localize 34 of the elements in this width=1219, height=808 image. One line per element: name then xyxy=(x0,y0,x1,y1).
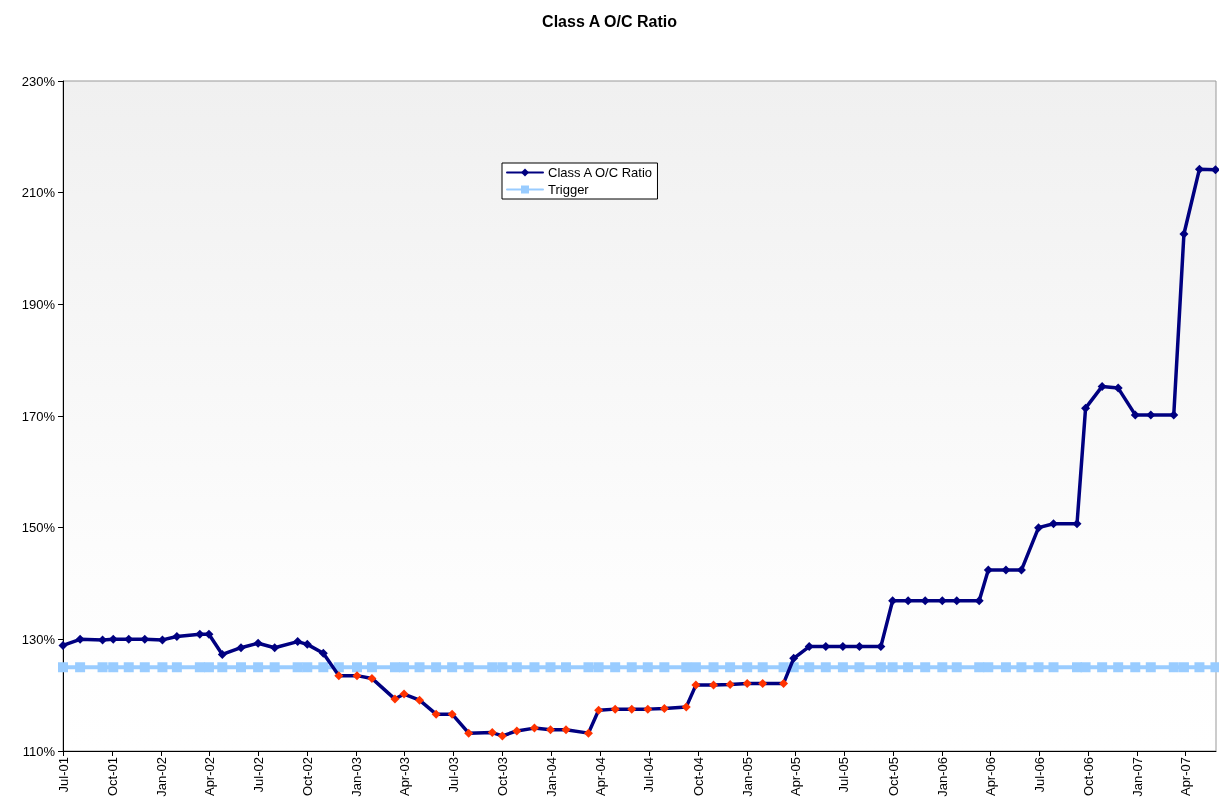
y-tick-label: 170% xyxy=(21,408,56,424)
x-tick-label: Oct-05 xyxy=(885,757,901,797)
x-tick-label: Jul-05 xyxy=(836,757,852,793)
y-tick-label: 210% xyxy=(21,185,56,201)
x-tick-label: Apr-07 xyxy=(1178,757,1194,797)
chart-title: Class A O/C Ratio xyxy=(542,12,678,30)
x-tick-label: Jan-07 xyxy=(1129,757,1145,797)
y-tick-label: 190% xyxy=(21,296,56,312)
x-tick-label: Apr-02 xyxy=(201,757,217,797)
x-tick-label: Oct-06 xyxy=(1080,757,1096,797)
legend-label: Trigger xyxy=(548,182,590,197)
x-tick-label: Apr-05 xyxy=(787,757,803,797)
x-tick-label: Apr-06 xyxy=(982,757,998,797)
x-tick-label: Jan-06 xyxy=(934,757,950,797)
x-tick-label: Jul-02 xyxy=(250,757,266,793)
x-tick-label: Jul-01 xyxy=(55,757,71,793)
x-tick-label: Jan-03 xyxy=(348,757,364,797)
x-tick-label: Jul-06 xyxy=(1031,757,1047,793)
y-tick-label: 150% xyxy=(21,520,56,536)
x-tick-label: Jul-04 xyxy=(641,757,657,793)
legend-label: Class A O/C Ratio xyxy=(548,165,653,180)
x-tick-label: Apr-03 xyxy=(397,757,413,797)
x-tick-label: Jan-02 xyxy=(153,757,169,797)
x-tick-label: Oct-01 xyxy=(104,757,120,797)
y-tick-label: 130% xyxy=(21,631,56,647)
y-tick-label: 230% xyxy=(21,73,56,89)
x-tick-label: Oct-04 xyxy=(690,757,706,797)
y-tick-label: 110% xyxy=(22,743,56,759)
x-tick-label: Oct-03 xyxy=(494,757,510,797)
x-tick-label: Jan-04 xyxy=(544,757,560,797)
x-tick-label: Apr-04 xyxy=(592,757,608,797)
x-tick-label: Jul-03 xyxy=(445,757,461,793)
x-tick-label: Oct-02 xyxy=(299,757,315,797)
x-tick-label: Jan-05 xyxy=(739,757,755,797)
